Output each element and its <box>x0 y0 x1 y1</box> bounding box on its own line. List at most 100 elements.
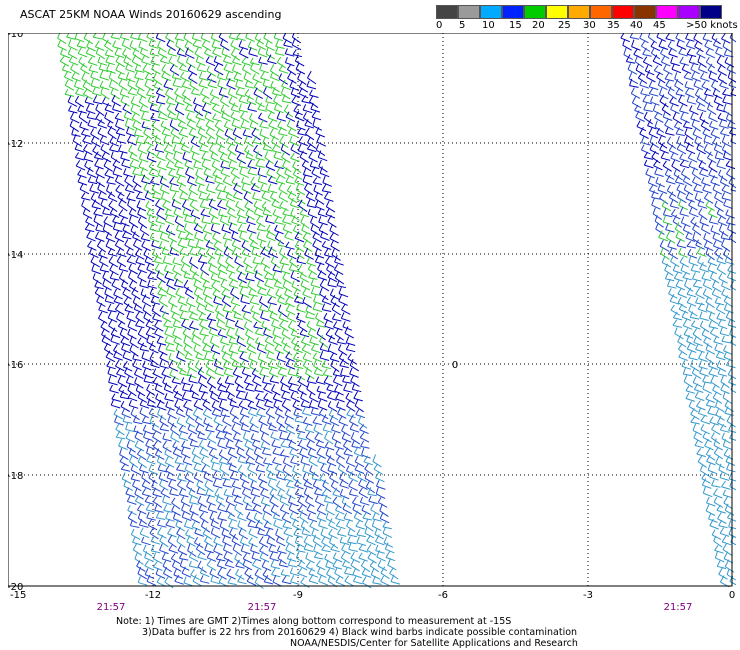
wind-barb <box>677 296 688 309</box>
wind-barb <box>125 487 135 498</box>
wind-barb <box>282 33 293 44</box>
wind-barb <box>708 160 718 173</box>
wind-barb <box>180 496 191 507</box>
wind-barb <box>122 223 133 236</box>
wind-barb <box>301 223 311 235</box>
wind-barb <box>174 102 185 116</box>
wind-barb <box>262 504 273 516</box>
wind-barb <box>187 360 198 373</box>
wind-barb <box>284 289 294 299</box>
wind-barb <box>713 438 723 451</box>
wind-barb <box>196 480 206 492</box>
wind-barb <box>209 143 219 157</box>
wind-barb <box>262 78 273 89</box>
wind-barb <box>328 528 338 539</box>
wind-barb <box>213 240 223 253</box>
wind-barb <box>107 367 118 378</box>
wind-barb <box>210 273 221 283</box>
wind-barb <box>145 503 156 513</box>
wind-barb <box>645 168 655 179</box>
wind-barb <box>248 231 258 245</box>
wind-barb <box>326 568 336 581</box>
wind-barb <box>725 454 736 466</box>
wind-barb <box>262 143 273 152</box>
wind-barb <box>278 73 288 85</box>
wind-barb <box>172 78 182 88</box>
wind-barb <box>284 57 295 67</box>
wind-barb <box>258 536 269 548</box>
scale-label: 20 <box>532 20 545 31</box>
wind-barb <box>122 414 133 424</box>
wind-barb <box>722 39 732 53</box>
wind-barb <box>263 264 273 276</box>
wind-barb <box>721 335 731 344</box>
wind-barb <box>688 304 698 317</box>
wind-barb <box>326 391 337 401</box>
wind-barb <box>290 152 300 162</box>
wind-barb <box>640 136 651 146</box>
wind-barb <box>248 47 258 57</box>
wind-barb <box>157 160 167 171</box>
wind-barb <box>681 360 692 370</box>
wind-barb <box>115 175 125 187</box>
wind-barb <box>68 105 78 114</box>
scale-label: 35 <box>607 20 620 31</box>
wind-barb <box>241 177 251 186</box>
wind-barb <box>233 311 243 320</box>
wind-barb <box>272 335 283 347</box>
wind-barb <box>250 480 260 491</box>
wind-barb <box>342 439 353 453</box>
wind-barb <box>165 161 176 171</box>
wind-barb <box>208 326 219 337</box>
wind-barb <box>678 94 688 107</box>
wind-barb <box>152 496 163 508</box>
wind-barb <box>205 368 216 380</box>
wind-barb <box>719 424 730 433</box>
wind-barb <box>210 151 221 163</box>
wind-barb <box>147 279 157 289</box>
wind-barb <box>221 344 231 356</box>
wind-barb <box>138 40 148 52</box>
wind-barb <box>298 439 308 451</box>
wind-barb <box>325 448 335 461</box>
wind-barb <box>254 270 265 283</box>
wind-barb <box>184 286 195 300</box>
wind-barb <box>110 33 121 40</box>
wind-barb <box>725 160 736 170</box>
wind-barb <box>228 462 239 473</box>
wind-barb <box>297 559 308 571</box>
wind-barb <box>221 110 231 122</box>
wind-barb <box>705 56 716 69</box>
wind-barb <box>315 192 325 205</box>
wind-barb <box>651 198 661 210</box>
wind-barb <box>312 534 323 548</box>
wind-barb <box>679 206 689 217</box>
wind-barb <box>304 247 314 260</box>
wind-barb <box>692 328 702 341</box>
wind-barb <box>247 463 257 475</box>
wind-barb <box>134 70 144 81</box>
wind-barb <box>310 278 321 289</box>
wind-barb <box>142 544 153 557</box>
wind-barb <box>99 80 110 91</box>
wind-barb <box>233 136 244 146</box>
wind-barb <box>106 176 116 185</box>
wind-barb <box>60 48 70 59</box>
wind-barb <box>255 337 265 347</box>
wind-barb <box>244 392 255 404</box>
wind-barb <box>705 496 716 507</box>
wind-barb <box>210 335 220 348</box>
wind-barb <box>316 319 326 328</box>
wind-barb <box>703 134 714 146</box>
wind-barb <box>190 135 200 148</box>
wind-barb <box>338 286 349 298</box>
wind-barb <box>298 504 308 517</box>
wind-barb <box>267 110 278 122</box>
wind-barb <box>691 176 702 187</box>
wind-barb <box>166 278 176 290</box>
wind-barb <box>121 407 132 419</box>
wind-barb <box>294 488 305 498</box>
wind-barb <box>247 400 258 410</box>
wind-barb <box>695 343 705 353</box>
wind-barb <box>199 318 209 331</box>
